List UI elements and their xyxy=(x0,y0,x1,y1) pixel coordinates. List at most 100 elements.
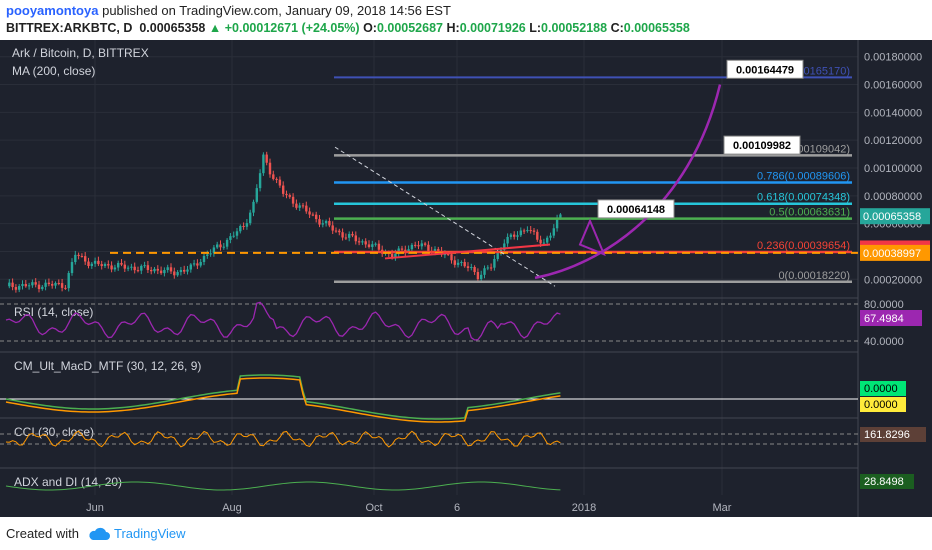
candle-body xyxy=(298,205,301,208)
candle-body xyxy=(87,261,90,267)
candle-body xyxy=(57,282,60,284)
candle-body xyxy=(18,286,21,290)
candle-body xyxy=(206,254,209,256)
candle-body xyxy=(216,244,219,248)
candle-body xyxy=(199,261,202,266)
rsi-value-box xyxy=(860,310,922,326)
candle-body xyxy=(555,218,559,229)
candle-body xyxy=(202,255,206,262)
candle-body xyxy=(466,266,470,268)
candle-body xyxy=(146,265,150,270)
author-link[interactable]: pooyamontoya xyxy=(6,3,99,18)
candle-body xyxy=(460,262,463,264)
candle-body xyxy=(44,282,47,287)
candle-body xyxy=(245,223,249,227)
candle-body xyxy=(417,245,420,247)
rsi-tick: 80.0000 xyxy=(864,299,904,311)
callout-box xyxy=(723,135,801,155)
y-tick-label: 0.00160000 xyxy=(864,80,922,92)
indicator-title: CCI (30, close) xyxy=(14,425,94,439)
tradingview-logo[interactable]: TradingView xyxy=(88,526,186,541)
chart-subtitle: MA (200, close) xyxy=(12,64,95,78)
candle-body xyxy=(519,230,522,236)
price-label-text: 0.00038997 xyxy=(863,248,921,260)
candle-body xyxy=(166,267,169,270)
candle-body xyxy=(54,282,57,286)
candle-body xyxy=(410,244,414,250)
candle-body xyxy=(526,230,529,232)
candle-body xyxy=(549,235,552,238)
candle-body xyxy=(77,254,80,256)
candle-body xyxy=(305,205,308,212)
candle-body xyxy=(130,266,133,268)
candle-body xyxy=(371,244,374,247)
candle-body xyxy=(433,249,437,253)
price-label-box xyxy=(860,244,930,261)
rsi-tick: 40.0000 xyxy=(864,336,904,348)
candle-body xyxy=(390,253,394,258)
candle-body xyxy=(427,244,430,251)
candle-body xyxy=(189,264,192,270)
candle-body xyxy=(84,256,87,262)
y-tick-label: 0.00020000 xyxy=(864,274,922,286)
adx-line xyxy=(5,481,561,491)
candle-body xyxy=(453,260,456,265)
candle-body xyxy=(529,230,532,232)
chart-canvas[interactable]: 0.00180000 0.00160000 0.00140000 0.00120000… xyxy=(0,40,932,517)
candle-body xyxy=(450,254,453,261)
candle-body xyxy=(489,267,493,269)
candle-body xyxy=(93,260,97,264)
candle-body xyxy=(414,244,417,246)
macd-value: 0.0000 xyxy=(864,383,898,395)
callout-text: 0.00109982 xyxy=(733,140,791,152)
footer: Created with TradingView xyxy=(0,517,932,550)
candle-body xyxy=(34,282,37,285)
candle-body xyxy=(394,253,397,258)
candle-body xyxy=(331,225,334,231)
callout-box xyxy=(726,59,804,79)
cci-value: 161.8296 xyxy=(864,429,910,441)
candle-body xyxy=(278,179,282,186)
callout-text: 0.00164479 xyxy=(736,64,794,76)
candle-body xyxy=(117,262,120,268)
candle-body xyxy=(311,214,315,216)
candle-body xyxy=(318,219,321,225)
candle-body xyxy=(258,173,262,189)
candle-body xyxy=(522,230,526,232)
candle-body xyxy=(483,268,486,275)
close-label: C: xyxy=(610,21,624,35)
candle-body xyxy=(348,233,351,238)
candle-body xyxy=(552,228,555,236)
candle-body xyxy=(186,269,189,272)
published-text: published on TradingView.com, January 09… xyxy=(102,3,451,18)
indicator-title: ADX and DI (14, 20) xyxy=(14,475,122,489)
candle-body xyxy=(163,269,166,274)
macd-line xyxy=(5,374,561,420)
candle-body xyxy=(103,264,107,267)
candle-body xyxy=(262,154,265,174)
candle-body xyxy=(67,273,70,289)
candle-body xyxy=(456,262,460,265)
candle-body xyxy=(239,225,242,232)
x-tick-label: 6 xyxy=(454,502,460,514)
candle-body xyxy=(443,254,447,256)
trendline-down xyxy=(334,146,556,287)
candle-body xyxy=(437,249,440,251)
candle-body xyxy=(420,243,423,247)
candle-body xyxy=(361,241,364,243)
candle-body xyxy=(14,287,18,290)
candle-body xyxy=(222,246,225,248)
quote-line: BITTREX:ARKBTC, D 0.00065358 ▲ +0.000126… xyxy=(6,21,690,35)
candle-body xyxy=(493,258,496,268)
rsi-line xyxy=(5,301,561,341)
open-value: 0.00052687 xyxy=(376,21,443,35)
candle-body xyxy=(364,241,367,245)
candle-body xyxy=(272,174,275,179)
candle-body xyxy=(235,231,239,236)
candle-body xyxy=(463,262,466,267)
fib-level-label: 0.618(0.00074348) xyxy=(757,192,850,204)
candle-body xyxy=(51,284,54,286)
adx-value-box xyxy=(860,474,914,489)
candle-body xyxy=(212,247,216,254)
macd-value: 0.0000 xyxy=(864,399,898,411)
